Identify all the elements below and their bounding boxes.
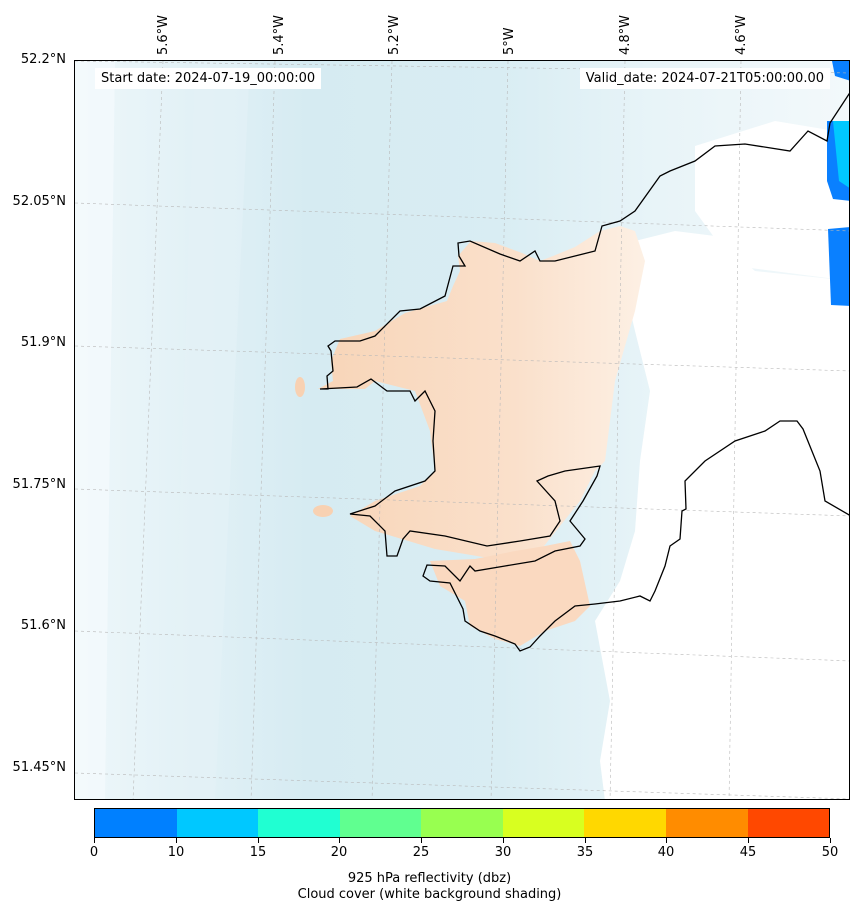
colorbar-tick <box>503 838 504 843</box>
reflectivity-patch <box>832 61 849 81</box>
island-shading <box>295 377 305 397</box>
reflectivity-patch <box>828 227 849 306</box>
colorbar-tick <box>748 838 749 843</box>
colorbar-tick <box>94 838 95 843</box>
sea-band <box>75 61 115 799</box>
colorbar-tick-label: 40 <box>657 845 675 860</box>
lat-label: 51.6°N <box>20 618 66 633</box>
coastline <box>319 92 849 652</box>
colorbar-tick-label: 10 <box>167 845 185 860</box>
colorbar-tick <box>585 838 586 843</box>
colorbar-tick <box>830 838 831 843</box>
colorbar-segment <box>176 809 259 837</box>
colorbar-tick-label: 20 <box>330 845 348 860</box>
lon-label: 5.4°W <box>272 14 287 55</box>
colorbar-tick-label: 35 <box>576 845 594 860</box>
valid-date-label: Valid_date: 2024-07-21T05:00:00.00 <box>579 68 830 89</box>
island-shading <box>313 505 333 517</box>
start-date-label: Start date: 2024-07-19_00:00:00 <box>95 68 322 89</box>
land-reflectivity <box>318 226 645 559</box>
colorbar-tick-label: 50 <box>821 845 839 860</box>
lon-label: 5.6°W <box>156 14 171 55</box>
map-frame <box>74 60 850 800</box>
lat-label: 51.75°N <box>12 477 66 492</box>
colorbar <box>94 808 830 838</box>
colorbar-tick-label: 30 <box>494 845 512 860</box>
clear-sky-region <box>595 231 849 799</box>
colorbar-tick <box>339 838 340 843</box>
colorbar-title: 925 hPa reflectivity (dbz) <box>347 871 512 886</box>
lat-label: 51.45°N <box>12 760 66 775</box>
colorbar-tick <box>666 838 667 843</box>
sea-band <box>170 61 250 799</box>
reflectivity-patch <box>833 121 849 188</box>
colorbar-tick <box>176 838 177 843</box>
colorbar-segment <box>95 809 177 837</box>
map-canvas <box>75 61 849 799</box>
colorbar-segment <box>421 809 503 837</box>
colorbar-segment <box>258 809 340 837</box>
lat-label: 52.05°N <box>12 194 66 209</box>
colorbar-subtitle: Cloud cover (white background shading) <box>297 887 562 902</box>
lon-label: 4.8°W <box>618 14 633 55</box>
colorbar-tick-label: 0 <box>89 845 99 860</box>
lon-label: 5.2°W <box>387 14 402 55</box>
colorbar-segment <box>502 809 585 837</box>
colorbar-tick <box>421 838 422 843</box>
land-reflectivity-south <box>430 541 590 646</box>
lon-label: 4.6°W <box>734 14 749 55</box>
colorbar-tick <box>258 838 259 843</box>
lat-label: 51.9°N <box>20 335 66 350</box>
colorbar-segment <box>584 809 666 837</box>
colorbar-tick-label: 25 <box>412 845 430 860</box>
colorbar-segment <box>665 809 748 837</box>
colorbar-segment <box>747 809 830 837</box>
colorbar-tick-label: 45 <box>739 845 757 860</box>
colorbar-segment <box>339 809 422 837</box>
clear-sky-region-north <box>695 121 849 281</box>
lon-label: 5°W <box>502 27 517 55</box>
lat-label: 52.2°N <box>20 52 66 67</box>
colorbar-tick-label: 15 <box>249 845 267 860</box>
